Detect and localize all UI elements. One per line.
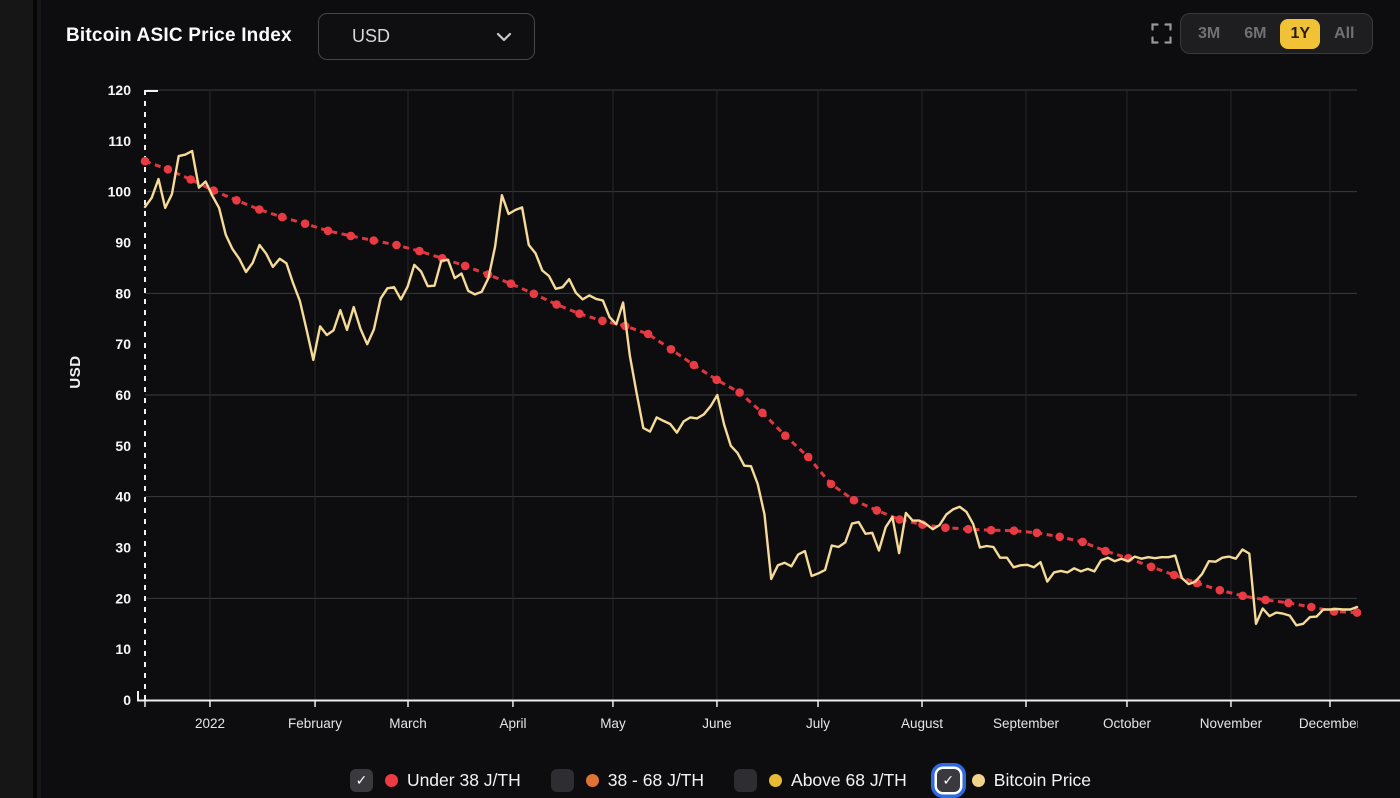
series-bitcoin-price (143, 149, 1359, 627)
svg-text:February: February (288, 716, 342, 731)
x-axis-labels: 2022 February March April May June July August S… (195, 716, 1362, 731)
currency-dropdown[interactable]: USD (318, 13, 535, 60)
horizontal-gridlines (145, 89, 1357, 599)
legend-checkbox-under-38-j-th[interactable]: ✓ (349, 768, 373, 792)
svg-text:30: 30 (115, 540, 131, 556)
fullscreen-button[interactable] (1148, 20, 1174, 46)
vertical-gridlines (209, 90, 1331, 700)
legend-checkbox-38-68-j-th[interactable] (550, 768, 574, 792)
page-background-edge (0, 0, 37, 798)
range-button-3m[interactable]: 3M (1188, 19, 1230, 49)
legend-label: Above 68 J/TH (791, 769, 907, 790)
y-axis-labels: 0 10 20 30 40 50 60 70 80 90 100 110 120 (108, 82, 132, 708)
svg-text:May: May (600, 716, 626, 731)
svg-text:10: 10 (115, 641, 131, 657)
legend-item-under-38-j-th[interactable]: ✓ Under 38 J/TH (349, 768, 521, 792)
legend-series-dot-icon (769, 773, 783, 787)
chart-legend: ✓ Under 38 J/TH 38 - 68 J/TH Above 68 J/TH ✓… (41, 762, 1400, 798)
legend-checkbox-above-68-j-th[interactable] (734, 768, 758, 792)
svg-text:October: October (1103, 716, 1152, 731)
chevron-down-icon (496, 32, 512, 42)
legend-label: 38 - 68 J/TH (607, 769, 705, 790)
checkmark-icon: ✓ (355, 772, 368, 788)
svg-text:40: 40 (115, 489, 131, 505)
svg-text:December: December (1299, 716, 1362, 731)
range-button-all[interactable]: All (1324, 19, 1364, 49)
currency-dropdown-value: USD (352, 26, 391, 46)
legend-series-dot-icon (971, 773, 985, 787)
svg-text:August: August (901, 716, 943, 731)
legend-series-dot-icon (384, 773, 398, 787)
svg-text:June: June (702, 716, 731, 731)
checkmark-icon: ✓ (942, 772, 955, 788)
y-axis-title: USD (67, 355, 84, 388)
legend-item-above-68-j-th[interactable]: Above 68 J/TH (734, 768, 907, 792)
legend-label: Bitcoin Price (993, 769, 1092, 790)
svg-text:100: 100 (108, 184, 132, 200)
series-under-38-j-th (140, 156, 1362, 617)
range-button-group: 3M 6M 1Y All (1180, 13, 1373, 54)
range-button-1y[interactable]: 1Y (1280, 18, 1321, 49)
legend-label: Under 38 J/TH (406, 769, 521, 790)
legend-checkbox-bitcoin-price[interactable]: ✓ (936, 768, 960, 792)
svg-text:March: March (389, 716, 427, 731)
svg-text:50: 50 (115, 438, 131, 454)
chart-card (41, 0, 1400, 798)
fullscreen-expand-icon (1150, 22, 1172, 44)
svg-text:90: 90 (115, 235, 131, 251)
range-button-6m[interactable]: 6M (1234, 19, 1276, 49)
svg-text:September: September (993, 716, 1060, 731)
legend-item-bitcoin-price[interactable]: ✓ Bitcoin Price (936, 768, 1092, 792)
svg-text:2022: 2022 (195, 716, 225, 731)
legend-item-38-68-j-th[interactable]: 38 - 68 J/TH (550, 768, 705, 792)
legend-series-dot-icon (585, 773, 599, 787)
svg-text:November: November (1200, 716, 1263, 731)
svg-text:0: 0 (123, 692, 131, 708)
svg-text:80: 80 (115, 285, 131, 301)
svg-text:110: 110 (108, 133, 131, 149)
page-title: Bitcoin ASIC Price Index (66, 25, 292, 46)
svg-text:60: 60 (115, 387, 131, 403)
svg-text:20: 20 (115, 590, 131, 606)
svg-text:70: 70 (115, 336, 131, 352)
svg-text:July: July (806, 716, 830, 731)
svg-text:120: 120 (108, 82, 132, 98)
x-axis (137, 691, 1400, 707)
range-start-dashed-line (144, 90, 158, 700)
svg-text:April: April (499, 716, 526, 731)
